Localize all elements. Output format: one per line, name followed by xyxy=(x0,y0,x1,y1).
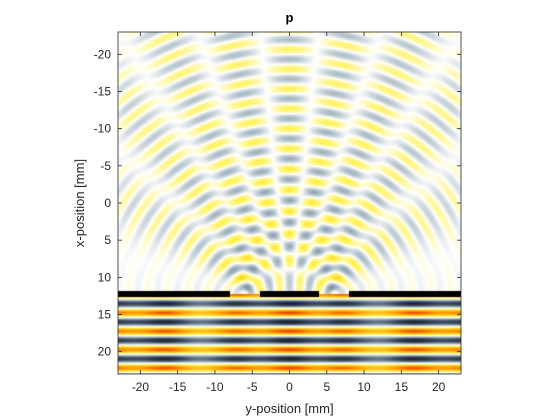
y-tick-label: 15 xyxy=(98,308,112,322)
x-tick-label: 0 xyxy=(286,380,293,394)
x-tick-label: -15 xyxy=(169,380,187,394)
y-tick-label: -10 xyxy=(94,122,112,136)
x-tick-label: 10 xyxy=(357,380,371,394)
x-tick-label: 5 xyxy=(323,380,330,394)
chart-title: p xyxy=(286,10,294,25)
y-axis-ticks: -20 -15 -10 -5 0 5 10 15 20 xyxy=(94,47,461,359)
y-tick-label: 20 xyxy=(98,345,112,359)
x-tick-label: -10 xyxy=(206,380,224,394)
pressure-field-heatmap xyxy=(118,32,461,374)
x-tick-label: 20 xyxy=(432,380,446,394)
x-axis-ticks: -20 -15 -10 -5 0 5 10 15 20 xyxy=(132,32,446,394)
y-tick-label: 5 xyxy=(104,233,111,247)
y-tick-label: -20 xyxy=(94,47,112,61)
y-tick-label: -5 xyxy=(100,159,111,173)
y-tick-label: -15 xyxy=(94,84,112,98)
y-axis-label: x-position [mm] xyxy=(72,159,87,247)
x-axis-label: y-position [mm] xyxy=(245,401,333,416)
x-tick-label: 15 xyxy=(395,380,409,394)
y-tick-label: 10 xyxy=(98,270,112,284)
plot-area xyxy=(117,31,462,375)
x-tick-label: -20 xyxy=(132,380,150,394)
y-tick-label: 0 xyxy=(104,196,111,210)
x-tick-label: -5 xyxy=(247,380,258,394)
